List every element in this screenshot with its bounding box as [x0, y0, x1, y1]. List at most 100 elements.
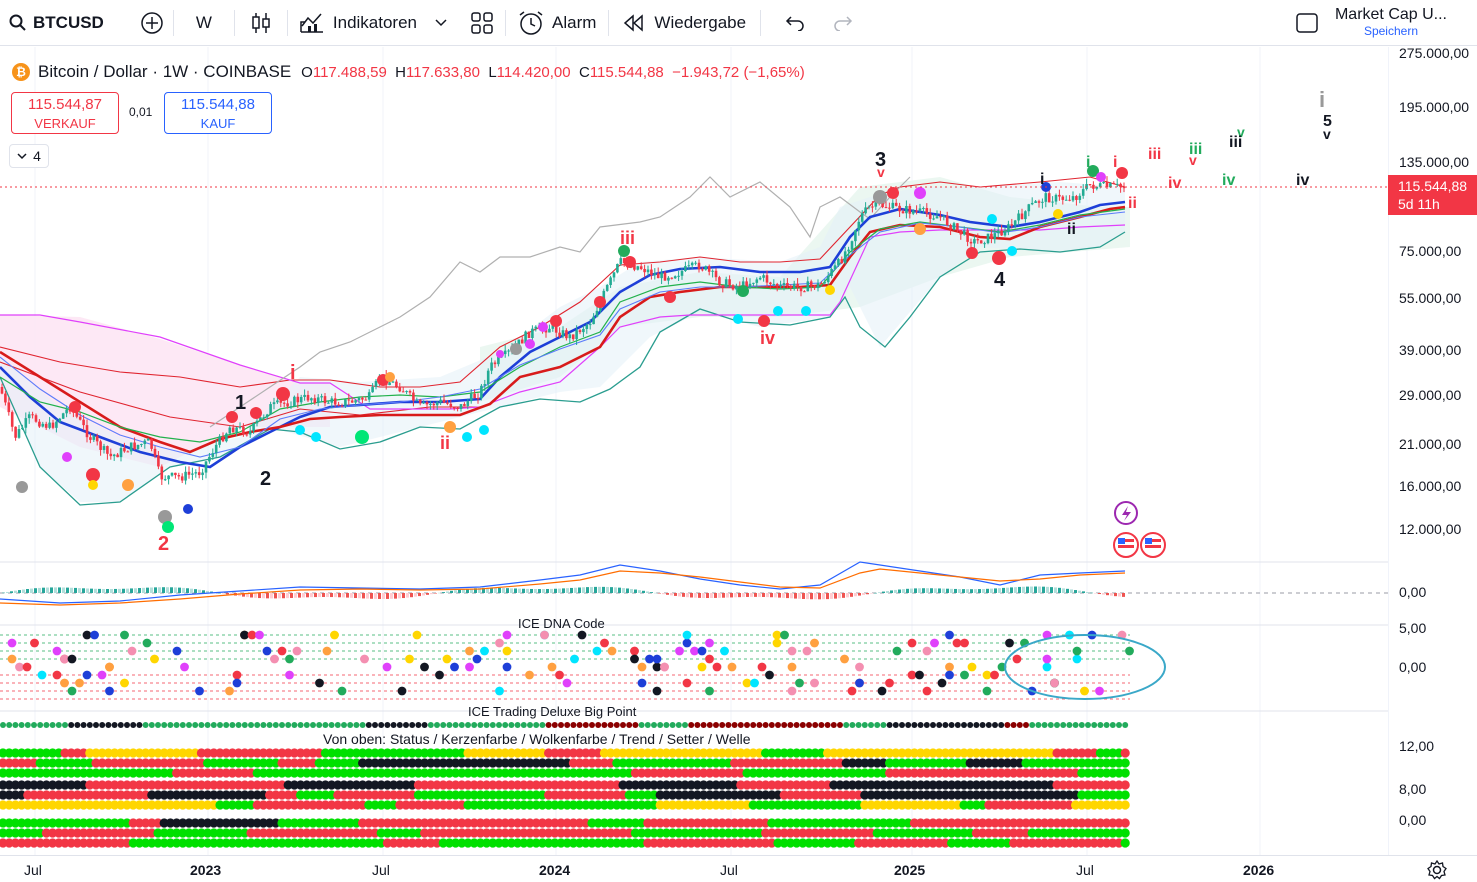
candle-body: [476, 398, 480, 400]
symbol-search[interactable]: BTCUSD: [0, 0, 113, 46]
dna-dot: [7, 654, 17, 664]
candle-body: [898, 205, 901, 212]
candle-body: [942, 215, 946, 217]
bigpoint-dot: [985, 722, 992, 728]
chevron-down-icon[interactable]: [435, 18, 447, 27]
time-axis[interactable]: Jul 2023 Jul 2024 Jul 2025 Jul 2026: [0, 855, 1477, 882]
macd-bar: [950, 588, 953, 593]
macd-bar: [350, 593, 353, 598]
signal-dot: [758, 315, 770, 327]
macd-bar: [1006, 587, 1009, 593]
sell-button[interactable]: 115.544,87 VERKAUF: [11, 92, 119, 134]
bigpoint-dot: [6, 722, 13, 728]
top-toolbar: BTCUSD W Indikatoren Alarm Wiedergabe Ma…: [0, 0, 1477, 46]
dna-dot: [15, 662, 24, 672]
bigpoint-dot: [508, 722, 515, 728]
bigpoint-dot: [613, 722, 620, 728]
dna-dot: [495, 686, 504, 696]
symbol-description[interactable]: Bitcoin / Dollar · 1W · COINBASE: [38, 62, 292, 81]
macd-bar: [966, 589, 969, 593]
macd-bar: [26, 589, 29, 593]
settings-gear-icon[interactable]: [1427, 860, 1447, 880]
event-icons[interactable]: [1113, 501, 1166, 558]
candle-body: [330, 398, 334, 403]
bigpoint-dot: [657, 722, 664, 728]
candle-body: [548, 328, 551, 333]
bigpoint-dot: [998, 722, 1005, 728]
candle-body: [925, 208, 929, 214]
redo-button[interactable]: [819, 0, 867, 46]
candle-body: [949, 225, 952, 230]
dna-dot: [270, 654, 279, 664]
macd-bar: [746, 593, 749, 597]
wave-label: 1: [235, 392, 246, 414]
bigpoint-dot: [663, 722, 670, 728]
replay-label: Wiedergabe: [654, 12, 747, 32]
candle-body: [17, 429, 21, 438]
macd-bar: [958, 589, 961, 593]
indicators-button[interactable]: Indikatoren: [288, 0, 459, 46]
dna-dot: [795, 678, 804, 688]
bigpoint-dot: [533, 722, 540, 728]
candle-body: [391, 381, 395, 383]
macd-bar: [274, 593, 277, 599]
candle-body: [61, 413, 65, 419]
interval-button[interactable]: W: [174, 0, 234, 46]
candle-body: [520, 339, 524, 344]
price-chart[interactable]: 1 2 i ii iii iv 2 3 4 i ii iii iv v iii …: [0, 47, 1388, 855]
bigpoint-dot: [830, 722, 837, 728]
dna-dot: [127, 646, 137, 656]
layout-square-icon[interactable]: [1295, 11, 1319, 35]
macd-bar: [278, 593, 281, 599]
macd-bar: [146, 587, 149, 593]
wave-label: 5: [1323, 113, 1332, 130]
candle-body: [493, 362, 497, 365]
candle-body: [1044, 193, 1048, 202]
bigpoint-dot: [954, 722, 961, 728]
candle-body: [109, 453, 113, 457]
bigpoint-dot: [179, 722, 186, 728]
candle-body: [262, 417, 266, 419]
bigpoint-dot: [489, 722, 496, 728]
compare-button[interactable]: [131, 0, 173, 46]
alert-button[interactable]: Alarm: [506, 0, 608, 46]
macd-bar: [162, 587, 165, 593]
dna-dot: [277, 646, 287, 656]
macd-bar: [678, 593, 681, 597]
signal-dot: [510, 343, 522, 355]
price-scale[interactable]: 275.000,00 195.000,00 135.000,00 75.000,…: [1388, 45, 1477, 855]
macd-bar: [454, 590, 457, 593]
save-layout-button[interactable]: Market Cap U... Speichern: [1335, 7, 1447, 39]
wave-label: i: [1319, 87, 1325, 112]
macd-bar: [922, 588, 925, 593]
lightning-icon: [1122, 506, 1131, 521]
price-scale-label: 75.000,00: [1399, 243, 1462, 259]
dna-dot: [787, 686, 797, 696]
undo-button[interactable]: [761, 0, 819, 46]
bigpoint-dot: [93, 722, 99, 728]
bigpoint-dot: [725, 722, 732, 728]
templates-button[interactable]: [459, 0, 505, 46]
dna-dot: [952, 638, 962, 648]
dna-dot: [780, 630, 789, 640]
close-value: 115.544,88: [589, 63, 664, 81]
candle-body: [728, 279, 731, 286]
chart-type-button[interactable]: [235, 0, 287, 46]
signal-dot: [1053, 209, 1063, 219]
macd-bar: [522, 588, 525, 593]
buy-button[interactable]: 115.544,88 KAUF: [164, 92, 272, 134]
macd-bar: [178, 587, 181, 593]
candle-body: [146, 438, 150, 441]
macd-bar: [882, 591, 885, 593]
signal-dot: [987, 214, 997, 224]
dna-dot: [660, 662, 669, 672]
dna-dot: [67, 654, 77, 664]
replay-button[interactable]: Wiedergabe: [609, 0, 760, 46]
bigpoint-dot: [744, 722, 750, 728]
macd-bar: [138, 588, 141, 593]
bigpoint-dot: [688, 722, 695, 728]
signal-dot: [992, 251, 1006, 265]
indicator-layers-toggle[interactable]: 4: [9, 144, 49, 168]
dna-dot: [472, 654, 482, 664]
macd-bar: [14, 590, 17, 593]
